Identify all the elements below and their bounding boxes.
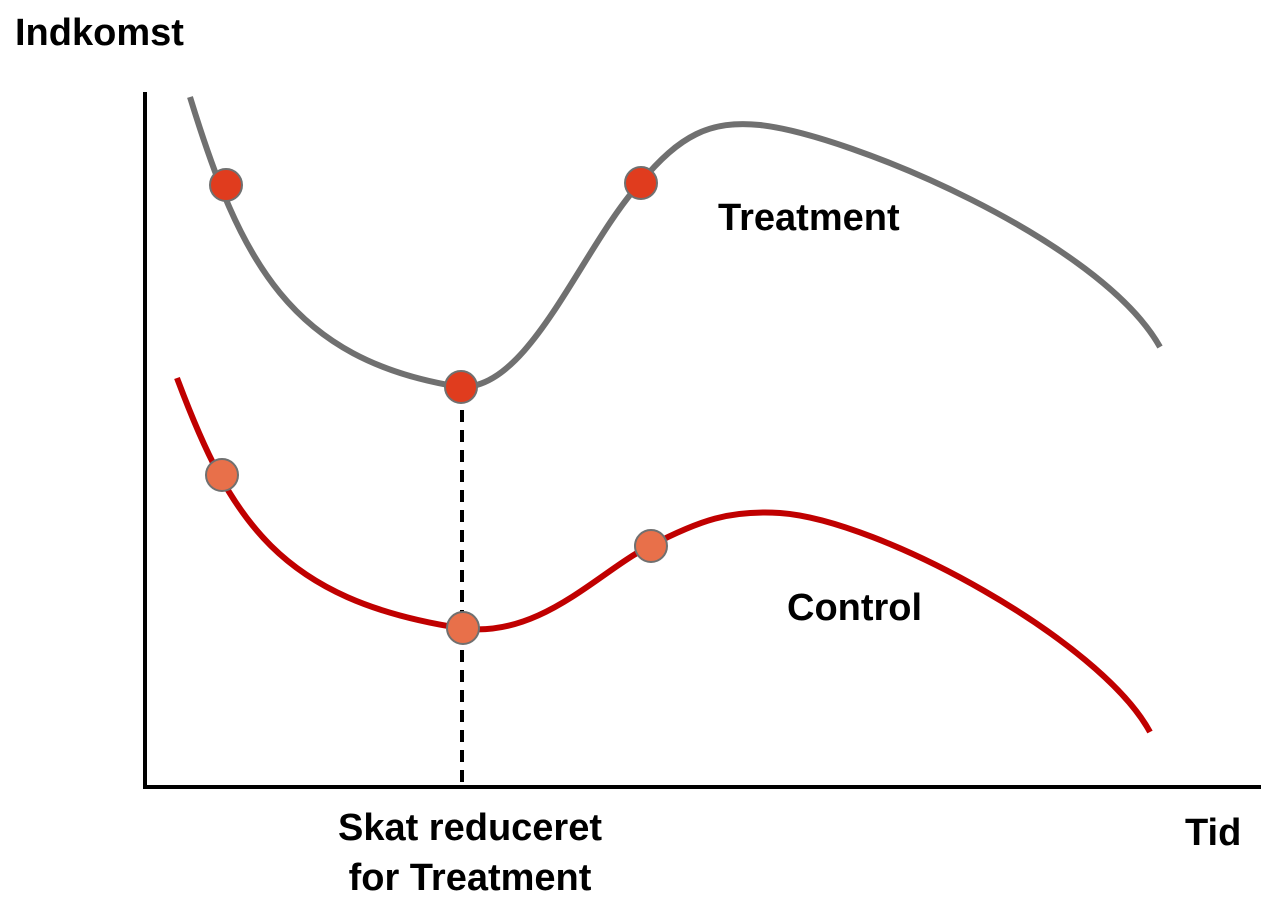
annotation-line: Skat reduceret <box>338 807 602 849</box>
treatment-label: Treatment <box>718 197 900 239</box>
treatment-curve <box>187 96 1163 391</box>
point <box>634 529 668 563</box>
control-points <box>205 458 668 645</box>
x-axis-label: Tid <box>1185 812 1241 854</box>
control-label: Control <box>787 587 922 629</box>
point <box>444 370 478 404</box>
point <box>624 166 658 200</box>
point <box>446 611 480 645</box>
treatment-points <box>209 166 658 404</box>
annotation-line: for Treatment <box>349 857 592 899</box>
point <box>209 168 243 202</box>
point <box>205 458 239 492</box>
y-axis-label: Indkomst <box>15 12 184 54</box>
